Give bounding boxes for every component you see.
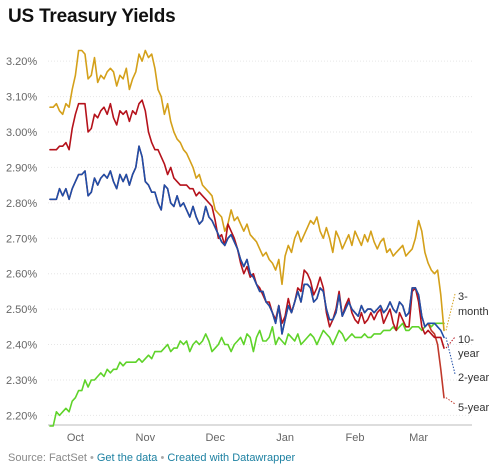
source-text: Source: FactSet [8,452,87,464]
y-tick-label: 3.00% [6,127,37,139]
series-lines [49,49,445,427]
series-line [49,49,445,332]
y-tick-label: 2.60% [6,269,37,281]
y-tick-label: 3.10% [6,92,37,104]
series-end-label: 2-year [458,372,490,384]
footer-separator: • [89,452,94,464]
series-line [49,322,445,427]
x-tick-label: Jan [276,432,294,444]
series-line [49,99,445,349]
y-tick-label: 2.50% [6,304,37,316]
x-tick-label: Mar [409,432,428,444]
footer-separator: • [160,452,165,464]
y-axis-ticks: 3.20% 3.10% 3.00% 2.90% 2.80% 2.70% 2.60% 2.50%… [6,56,37,422]
grid-lines [48,60,472,426]
x-tick-label: Nov [136,432,156,444]
series-end-label: 5-year [458,402,490,414]
y-tick-label: 2.20% [6,410,37,422]
series-end-label: 3- [458,291,468,303]
y-tick-label: 2.30% [6,375,37,387]
label-leader [445,397,456,405]
series-end-label: year [458,348,480,360]
y-tick-label: 3.20% [6,56,37,68]
series-line [49,145,445,339]
x-tick-label: Oct [67,432,84,444]
y-tick-label: 2.70% [6,233,37,245]
y-tick-label: 2.40% [6,340,37,352]
y-tick-label: 2.80% [6,198,37,210]
chart-title: US Treasury Yields [8,6,176,27]
label-leader [445,337,456,375]
series-line [49,145,445,399]
y-tick-label: 2.90% [6,162,37,174]
series-labels: 3- month 10- year 2-year 5-year [445,291,490,414]
chart-footer: Source: FactSet • Get the data • Created… [8,452,295,464]
label-leader [445,336,456,349]
series-end-label: month [458,306,489,318]
datawrapper-link[interactable]: Created with Datawrapper [167,452,296,464]
get-data-link[interactable]: Get the data [96,452,158,464]
x-axis-ticks: Oct Nov Dec Jan Feb Mar [67,432,429,444]
x-tick-label: Dec [205,432,225,444]
series-end-label: 10- [458,334,474,346]
label-leader [445,293,456,331]
x-tick-label: Feb [346,432,365,444]
